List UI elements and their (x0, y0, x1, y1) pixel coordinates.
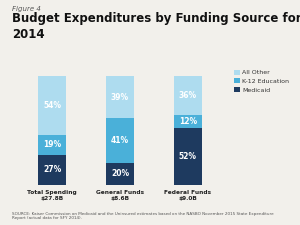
Text: 27%: 27% (43, 165, 62, 174)
Text: 36%: 36% (179, 91, 197, 100)
Text: 19%: 19% (43, 140, 61, 149)
Text: Total Spending
$27.8B: Total Spending $27.8B (27, 190, 77, 201)
Text: 12%: 12% (179, 117, 197, 126)
Bar (38, 155, 67, 184)
Text: General Funds
$8.6B: General Funds $8.6B (96, 190, 144, 201)
Bar (106, 163, 134, 184)
Bar (106, 76, 134, 118)
Bar (38, 76, 67, 135)
Text: SOURCE: Kaiser Commission on Medicaid and the Uninsured estimates based on the N: SOURCE: Kaiser Commission on Medicaid an… (12, 212, 274, 220)
Bar (38, 135, 67, 155)
Bar (173, 76, 202, 115)
Bar (106, 118, 134, 163)
Text: 39%: 39% (111, 93, 129, 102)
Text: Figure 4: Figure 4 (12, 6, 41, 12)
Bar (173, 128, 202, 184)
Text: Budget Expenditures by Funding Source for Louisiana, SFY
2014: Budget Expenditures by Funding Source fo… (12, 12, 300, 41)
Text: 41%: 41% (111, 136, 129, 145)
Bar (173, 115, 202, 128)
Text: 52%: 52% (179, 152, 197, 161)
Text: Federal Funds
$9.0B: Federal Funds $9.0B (164, 190, 211, 201)
Text: 20%: 20% (111, 169, 129, 178)
Legend: All Other, K-12 Education, Medicaid: All Other, K-12 Education, Medicaid (232, 68, 291, 94)
Text: 54%: 54% (43, 101, 61, 110)
